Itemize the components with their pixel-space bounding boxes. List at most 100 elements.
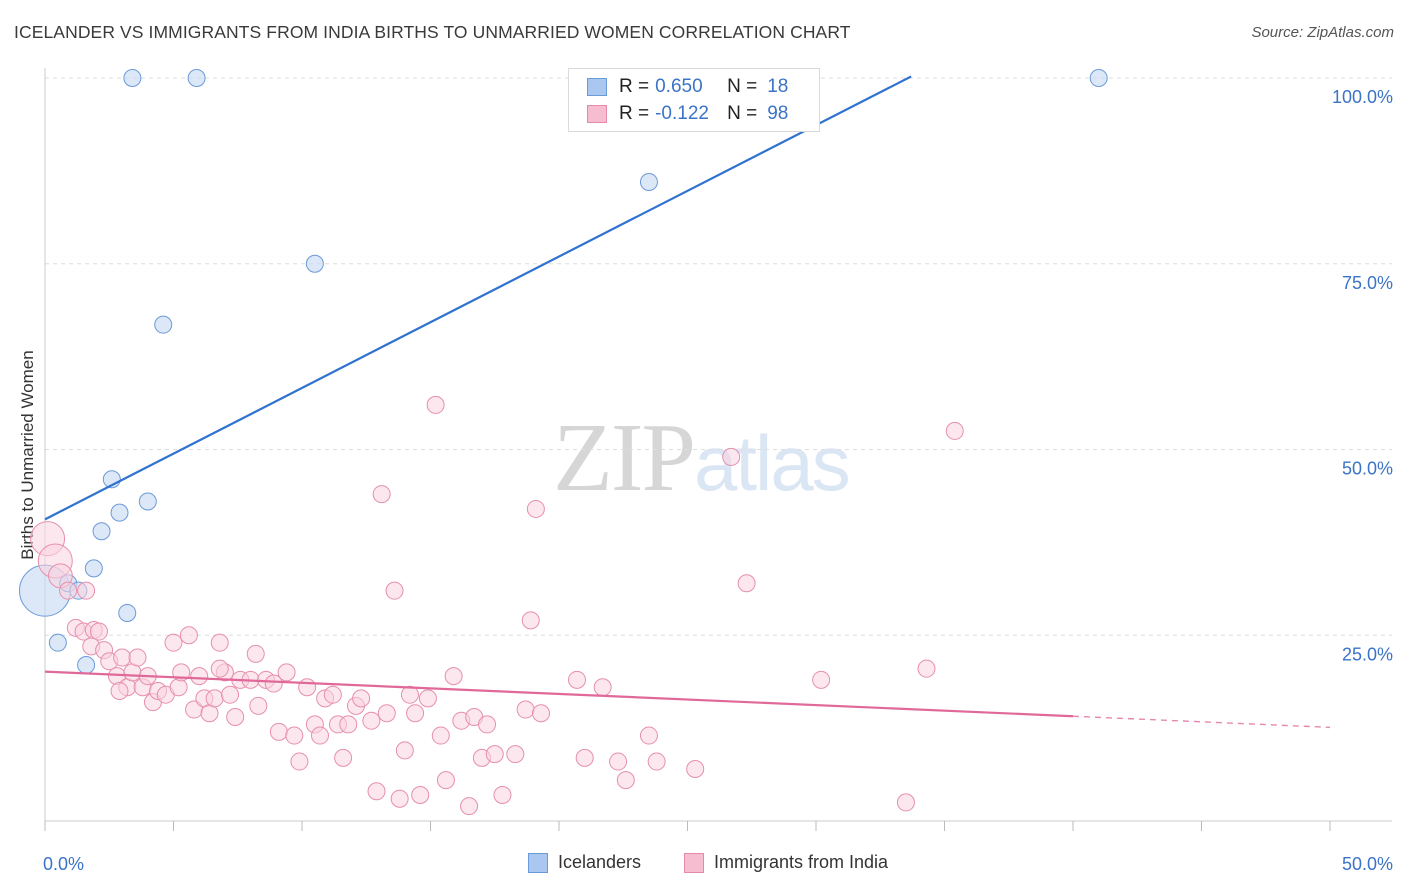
bottom-legend-label-icelanders: Icelanders xyxy=(558,852,642,872)
legend-r-label: R = xyxy=(619,76,650,97)
india-point xyxy=(113,648,132,667)
india-point xyxy=(812,670,831,689)
icelander-point xyxy=(138,492,157,511)
india-point xyxy=(334,748,353,767)
x-tick-label-left: 0.0% xyxy=(43,854,84,874)
bottom-legend-icelanders: Icelanders xyxy=(528,852,641,873)
india-point xyxy=(164,633,183,652)
india-points xyxy=(30,395,964,816)
india-point xyxy=(418,689,437,708)
legend-n-label: N = xyxy=(727,76,758,97)
india-point xyxy=(722,447,741,466)
icelander-point xyxy=(110,503,129,522)
india-point xyxy=(532,704,551,723)
legend-n-value: 18 xyxy=(767,76,789,97)
legend-swatch-icelanders xyxy=(587,78,607,96)
india-point xyxy=(460,797,479,816)
india-point xyxy=(205,689,224,708)
y-tick-label: 50.0% xyxy=(1342,459,1393,479)
bottom-legend-india: Immigrants from India xyxy=(684,852,888,873)
legend-row-icelanders: R = 0.650 N = 18 xyxy=(587,76,788,98)
legend-row-india: R = -0.122 N = 98 xyxy=(587,103,788,125)
india-point xyxy=(310,726,329,745)
india-point xyxy=(372,485,391,504)
stats-legend: R = 0.650 N = 18 R = -0.122 N = 98 xyxy=(568,68,820,132)
india-point xyxy=(390,789,409,808)
y-tick-label: 100.0% xyxy=(1332,87,1393,107)
icelander-point xyxy=(92,522,111,541)
icelander-point xyxy=(84,559,103,578)
india-point xyxy=(377,704,396,723)
icelander-point xyxy=(77,655,96,674)
bottom-legend-swatch-india xyxy=(684,852,704,873)
india-point xyxy=(210,633,229,652)
chart-title: ICELANDER VS IMMIGRANTS FROM INDIA BIRTH… xyxy=(14,22,851,42)
watermark-zip: ZIP xyxy=(553,404,696,512)
india-point xyxy=(485,745,504,764)
icelander-point xyxy=(154,315,173,334)
india-point xyxy=(945,421,964,440)
india-point xyxy=(896,793,915,812)
icelander-point xyxy=(48,633,67,652)
india-trend-line xyxy=(44,670,1074,718)
india-point xyxy=(264,674,283,693)
india-point xyxy=(647,752,666,771)
india-point xyxy=(221,685,240,704)
india-point xyxy=(686,759,705,778)
india-point xyxy=(575,748,594,767)
india-point xyxy=(77,581,96,600)
india-point xyxy=(352,689,371,708)
india-point xyxy=(395,741,414,760)
india-point xyxy=(226,707,245,726)
india-point xyxy=(737,574,756,593)
india-point xyxy=(169,678,188,697)
icelander-point xyxy=(639,173,658,192)
india-point xyxy=(400,685,419,704)
bottom-legend-label-india: Immigrants from India xyxy=(714,852,889,872)
y-tick-label: 25.0% xyxy=(1342,644,1393,664)
india-point xyxy=(249,696,268,715)
india-point xyxy=(190,667,209,686)
trend-layer xyxy=(44,75,1331,729)
legend-r-value: -0.122 xyxy=(655,103,709,124)
icelander-point xyxy=(187,69,206,87)
legend-r-value: 0.650 xyxy=(655,76,703,97)
india-point xyxy=(444,667,463,686)
legend-r-label: R = xyxy=(619,103,650,124)
india-point xyxy=(431,726,450,745)
india-point xyxy=(385,581,404,600)
legend-n-value: 98 xyxy=(767,103,789,124)
india-point xyxy=(367,782,386,801)
india-point xyxy=(89,622,108,641)
india-point xyxy=(298,678,317,697)
india-point xyxy=(506,745,525,764)
icelanders-trend-line xyxy=(44,75,912,521)
india-trend-extension xyxy=(1072,715,1331,729)
grid-layer xyxy=(45,77,1392,636)
india-point xyxy=(179,626,198,645)
india-point xyxy=(521,611,540,630)
india-point xyxy=(567,670,586,689)
india-point xyxy=(277,663,296,682)
label-layer: 25.0% 50.0% 75.0% 100.0% 0.0% 50.0% xyxy=(43,87,1393,874)
legend-n-label: N = xyxy=(727,103,758,124)
icelander-point xyxy=(118,603,137,622)
india-point xyxy=(210,659,229,678)
india-point xyxy=(323,685,342,704)
india-point xyxy=(362,711,381,730)
india-point xyxy=(516,700,535,719)
india-point xyxy=(478,715,497,734)
india-point xyxy=(609,752,628,771)
india-point xyxy=(411,785,430,804)
bottom-legend-swatch-icelanders xyxy=(528,852,548,873)
india-point xyxy=(593,678,612,697)
india-point xyxy=(269,722,288,741)
india-point xyxy=(290,752,309,771)
india-point xyxy=(246,644,265,663)
india-point xyxy=(285,726,304,745)
india-point xyxy=(436,771,455,790)
india-point xyxy=(493,785,512,804)
icelanders-points xyxy=(19,69,1108,674)
india-point xyxy=(110,681,129,700)
